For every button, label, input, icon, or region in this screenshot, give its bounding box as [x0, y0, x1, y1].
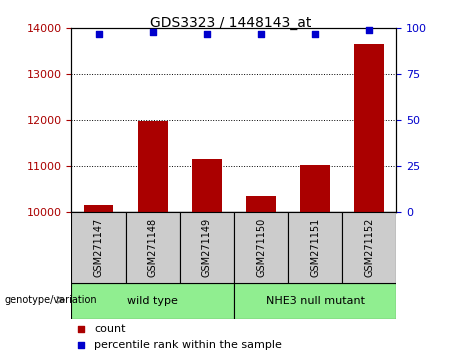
Bar	[180, 212, 234, 283]
Point	[149, 29, 156, 35]
Text: GSM271151: GSM271151	[310, 218, 320, 278]
Point	[257, 31, 265, 37]
Point	[203, 31, 211, 37]
Bar	[300, 165, 330, 212]
Bar	[246, 196, 276, 212]
Text: GSM271148: GSM271148	[148, 218, 158, 278]
Point	[312, 31, 319, 37]
Text: GDS3323 / 1448143_at: GDS3323 / 1448143_at	[150, 16, 311, 30]
Bar	[234, 212, 288, 283]
Point	[77, 326, 85, 331]
Text: percentile rank within the sample: percentile rank within the sample	[94, 340, 282, 350]
Bar	[288, 212, 342, 283]
Bar	[71, 212, 125, 283]
Point	[77, 342, 85, 348]
Bar	[138, 121, 168, 212]
Text: NHE3 null mutant: NHE3 null mutant	[266, 296, 365, 306]
Text: wild type: wild type	[127, 296, 178, 306]
Bar	[71, 283, 234, 319]
Text: GSM271149: GSM271149	[202, 218, 212, 278]
Bar	[125, 212, 180, 283]
Bar	[83, 205, 113, 212]
Point	[366, 27, 373, 33]
Text: count: count	[94, 324, 126, 333]
Text: GSM271147: GSM271147	[94, 218, 104, 278]
Bar	[355, 45, 384, 212]
Bar	[234, 283, 396, 319]
Text: GSM271150: GSM271150	[256, 218, 266, 278]
Point	[95, 31, 102, 37]
Bar	[192, 159, 222, 212]
Text: GSM271152: GSM271152	[364, 218, 374, 278]
Text: genotype/variation: genotype/variation	[5, 295, 97, 305]
Bar	[342, 212, 396, 283]
